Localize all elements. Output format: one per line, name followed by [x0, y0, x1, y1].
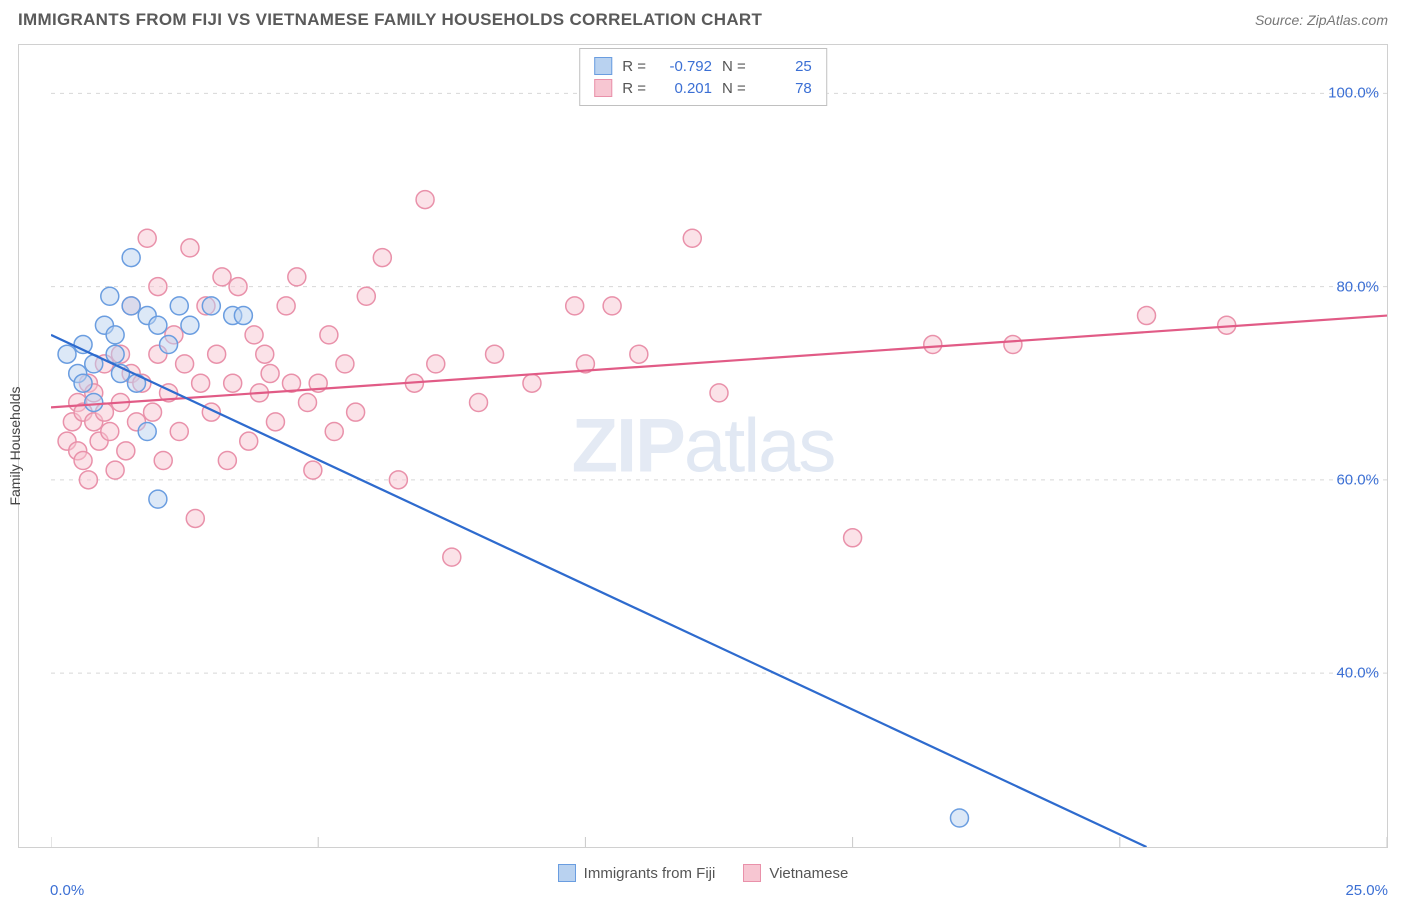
y-axis-label: Family Households — [7, 386, 23, 505]
x-tick-max: 25.0% — [1345, 882, 1388, 899]
source-label: Source: ZipAtlas.com — [1255, 12, 1388, 28]
page-title: IMMIGRANTS FROM FIJI VS VIETNAMESE FAMIL… — [18, 10, 762, 30]
r-value-fiji: -0.792 — [656, 58, 712, 75]
r-value-vietnamese: 0.201 — [656, 80, 712, 97]
legend-item-vietnamese: Vietnamese — [743, 864, 848, 882]
y-tick-label: 100.0% — [1328, 85, 1379, 102]
source-prefix: Source: — [1255, 12, 1303, 28]
n-label: N = — [722, 80, 746, 97]
scatter-chart — [51, 45, 1387, 847]
r-label: R = — [622, 58, 646, 75]
legend-item-fiji: Immigrants from Fiji — [558, 864, 716, 882]
y-tick-label: 60.0% — [1336, 471, 1379, 488]
legend-label-vietnamese: Vietnamese — [769, 865, 848, 882]
legend-label-fiji: Immigrants from Fiji — [584, 865, 716, 882]
source-name: ZipAtlas.com — [1307, 12, 1388, 28]
swatch-vietnamese — [743, 864, 761, 882]
swatch-fiji — [558, 864, 576, 882]
correlation-legend: R = -0.792 N = 25 R = 0.201 N = 78 — [579, 48, 827, 106]
swatch-fiji — [594, 57, 612, 75]
legend-row-vietnamese: R = 0.201 N = 78 — [594, 77, 812, 99]
r-label: R = — [622, 80, 646, 97]
n-value-fiji: 25 — [756, 58, 812, 75]
y-tick-label: 80.0% — [1336, 278, 1379, 295]
n-value-vietnamese: 78 — [756, 80, 812, 97]
x-axis-legend: Immigrants from Fiji Vietnamese — [0, 864, 1406, 882]
y-tick-label: 40.0% — [1336, 665, 1379, 682]
swatch-vietnamese — [594, 79, 612, 97]
x-tick-min: 0.0% — [50, 882, 84, 899]
legend-row-fiji: R = -0.792 N = 25 — [594, 55, 812, 77]
n-label: N = — [722, 58, 746, 75]
chart-container: Family Households ZIPatlas 100.0%80.0%60… — [18, 44, 1388, 848]
